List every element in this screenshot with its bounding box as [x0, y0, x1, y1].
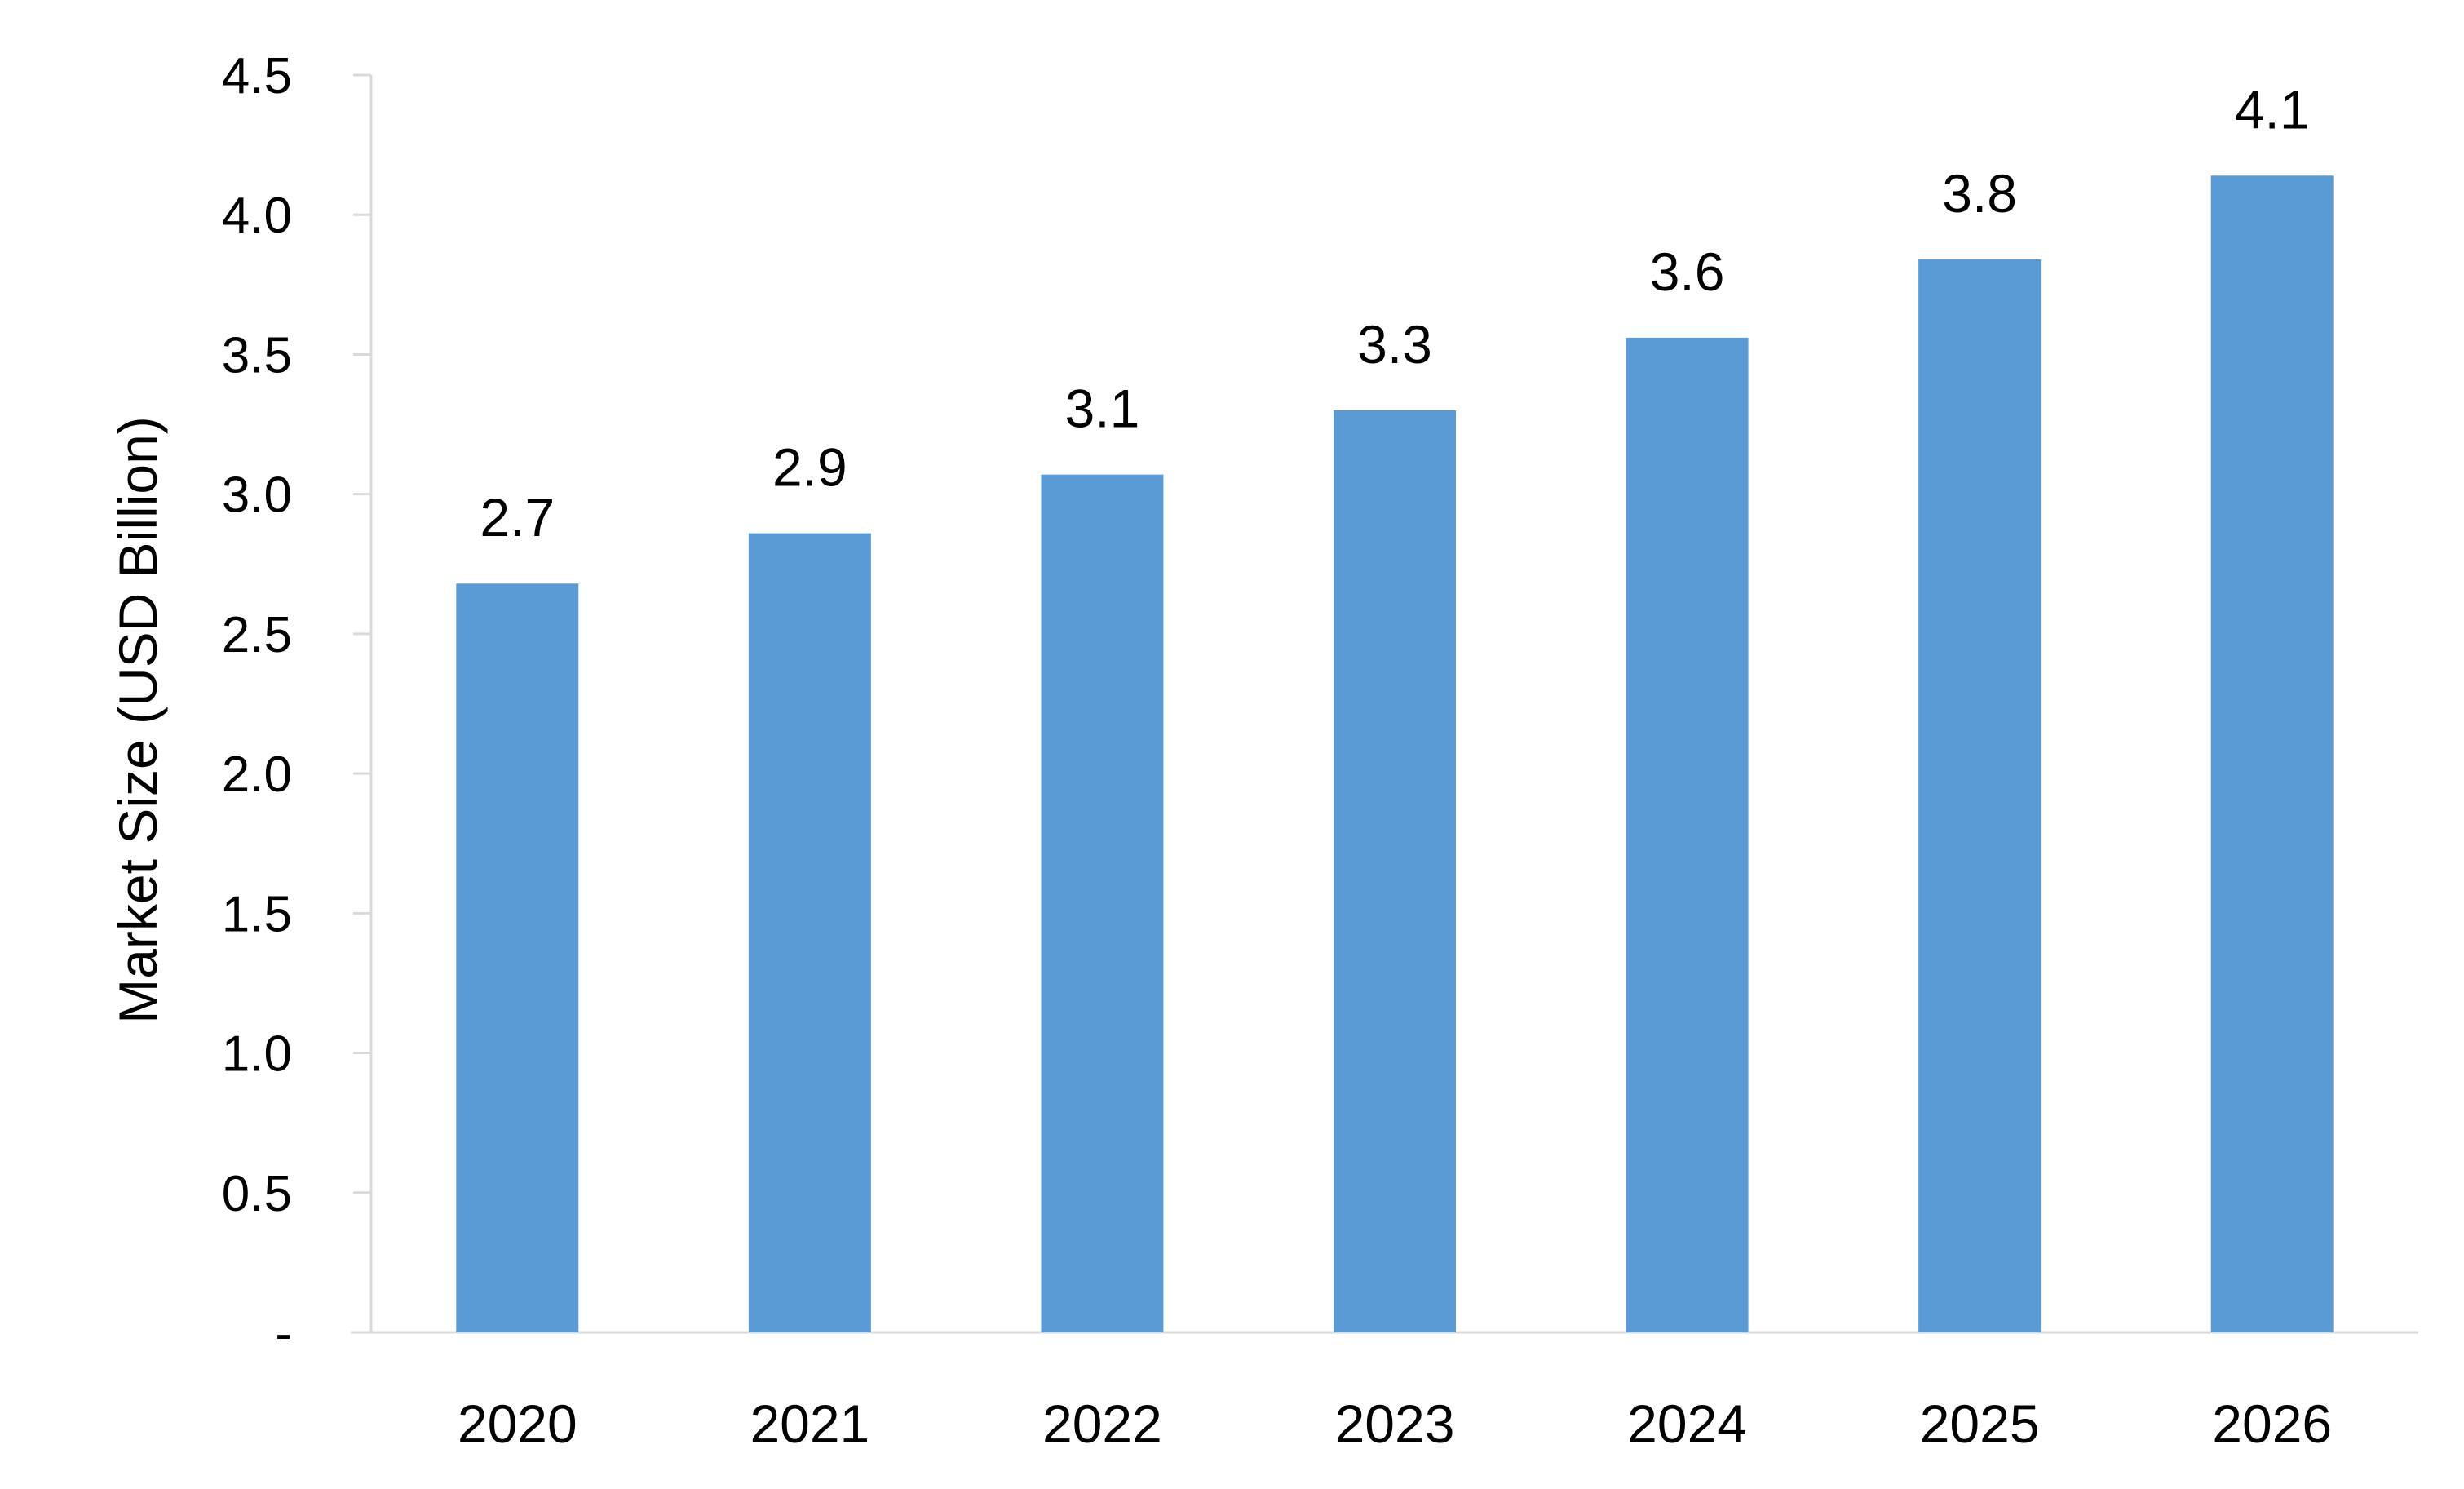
bar-2025: [1918, 259, 2042, 1333]
y-tick-label: 1.0: [222, 1026, 292, 1083]
x-tick-label: 2023: [1335, 1394, 1455, 1454]
y-tick-label: 4.5: [222, 48, 292, 104]
data-label-2024: 3.6: [1650, 242, 1725, 302]
data-label-2020: 2.7: [480, 487, 555, 547]
y-tick-label: -: [275, 1305, 292, 1362]
data-label-2023: 3.3: [1357, 314, 1432, 374]
bar-2023: [1334, 410, 1456, 1332]
y-axis-title: Market Size (USD Billion): [108, 416, 168, 1024]
bar-2022: [1041, 474, 1164, 1332]
x-axis-labels: 2020 2021 2022 2023 2024 2025 2026: [458, 1394, 2332, 1454]
bars: 2.7 2.9 3.1 3.3 3.6 3.8 4.1: [456, 79, 2334, 1333]
data-label-2026: 4.1: [2235, 79, 2310, 140]
data-label-2021: 2.9: [772, 437, 847, 498]
data-label-2022: 3.1: [1065, 379, 1140, 439]
bar-2024: [1626, 337, 1749, 1333]
x-tick-label: 2022: [1042, 1394, 1162, 1454]
y-tick-label: 3.0: [222, 468, 292, 524]
y-tick-label: 2.5: [222, 607, 292, 663]
bar-2021: [748, 533, 871, 1332]
y-tick-label: 4.0: [222, 188, 292, 244]
data-label-2025: 3.8: [1942, 163, 2017, 224]
y-tick-label: 2.0: [222, 747, 292, 803]
x-tick-label: 2021: [750, 1394, 869, 1454]
y-tick-label: 3.5: [222, 327, 292, 383]
bar-2020: [456, 583, 579, 1332]
y-tick-label: 1.5: [222, 886, 292, 942]
x-tick-label: 2020: [458, 1394, 577, 1454]
x-tick-label: 2026: [2212, 1394, 2332, 1454]
bar-2026: [2210, 175, 2334, 1332]
x-tick-label: 2025: [1920, 1394, 2040, 1454]
y-tick-label: 0.5: [222, 1166, 292, 1222]
y-axis-ticks: - 0.5 1.0 1.5 2.0 2.5 3.0 3.5 4.0 4.5: [222, 48, 371, 1362]
x-tick-label: 2024: [1627, 1394, 1747, 1454]
